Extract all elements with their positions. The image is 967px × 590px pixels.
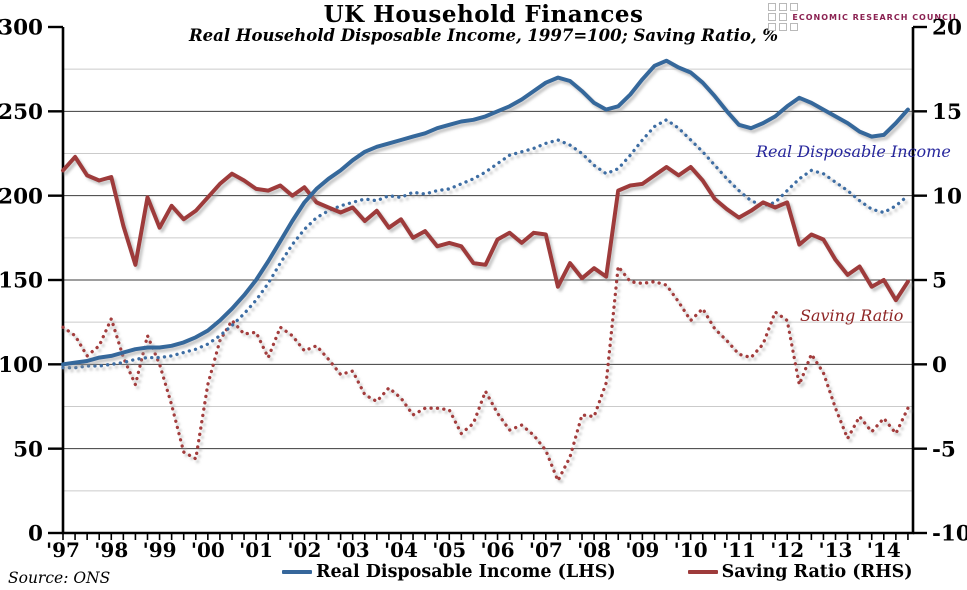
legend: Real Disposable Income (LHS) Saving Rati… <box>282 562 913 582</box>
annotation-real-disposable-income: Real Disposable Income <box>756 142 951 161</box>
logo-square <box>768 23 777 31</box>
x-axis-year-label: '04 <box>384 538 418 562</box>
right-axis-label: 0 <box>932 353 947 378</box>
x-axis-year-label: '05 <box>432 538 466 562</box>
left-axis-label: 300 <box>0 16 43 41</box>
legend-label-rdi: Real Disposable Income (LHS) <box>316 562 616 582</box>
chart-subtitle: Real Household Disposable Income, 1997=1… <box>188 26 779 45</box>
x-axis-year-label: '99 <box>143 538 177 562</box>
logo-square <box>779 3 788 11</box>
x-axis-year-label: '06 <box>481 538 515 562</box>
right-axis-label: -10 <box>932 522 967 547</box>
right-axis-label: 20 <box>932 16 962 41</box>
x-axis-year-label: '09 <box>625 538 659 562</box>
x-axis-year-label: '98 <box>94 538 128 562</box>
x-axis-year-label: '08 <box>577 538 611 562</box>
source-note: Source: ONS <box>8 569 111 587</box>
disposable-income-solid-line <box>61 58 910 367</box>
left-axis-label: 0 <box>28 522 43 547</box>
legend-item-rdi: Real Disposable Income (LHS) <box>282 562 616 582</box>
x-axis-year-label: '10 <box>674 538 708 562</box>
logo-square <box>779 23 788 31</box>
x-axis-year-label: '01 <box>239 538 273 562</box>
left-axis-label: 250 <box>0 100 43 125</box>
saving-ratio-solid-line <box>61 154 910 303</box>
x-axis-year-label: '02 <box>287 538 321 562</box>
x-axis-year-label: '97 <box>46 538 80 562</box>
annotation-saving-ratio: Saving Ratio <box>800 306 904 325</box>
right-axis-label: 5 <box>932 269 947 294</box>
logo-square <box>768 3 777 11</box>
legend-item-saving-ratio: Saving Ratio (RHS) <box>687 562 913 582</box>
left-axis-label: 50 <box>13 437 43 462</box>
x-axis-year-label: '00 <box>191 538 225 562</box>
x-axis-year-label: '03 <box>336 538 370 562</box>
legend-swatch-red-line <box>687 570 718 574</box>
logo-squares-row: ECONOMIC RESEARCH COUNCIL <box>768 12 959 22</box>
left-axis-label: 200 <box>0 184 43 209</box>
right-axis-label: 10 <box>932 184 962 209</box>
saving-ratio-dotted-line <box>61 264 910 483</box>
x-axis-year-label: '07 <box>529 538 563 562</box>
logo-wordmark: ECONOMIC RESEARCH COUNCIL <box>792 12 959 22</box>
logo-square <box>790 23 799 31</box>
legend-label-saving-ratio: Saving Ratio (RHS) <box>721 562 913 582</box>
legend-swatch-blue-line <box>282 570 312 574</box>
x-axis-year-label: '14 <box>867 538 901 562</box>
logo-square <box>768 13 777 21</box>
logo-square <box>790 3 799 11</box>
logo-squares-row <box>768 23 799 31</box>
logo-square <box>779 13 788 21</box>
right-axis-label: -5 <box>932 437 956 462</box>
logo-squares-row <box>768 3 799 11</box>
x-axis-year-label: '13 <box>819 538 853 562</box>
x-axis-year-label: '12 <box>770 538 804 562</box>
left-axis-label: 100 <box>0 353 43 378</box>
x-axis-year-label: '11 <box>722 538 756 562</box>
erc-logo: ECONOMIC RESEARCH COUNCIL <box>768 3 959 31</box>
right-axis-label: 15 <box>932 100 962 125</box>
left-axis-label: 150 <box>0 269 43 294</box>
chart-title: UK Household Finances <box>323 1 644 28</box>
